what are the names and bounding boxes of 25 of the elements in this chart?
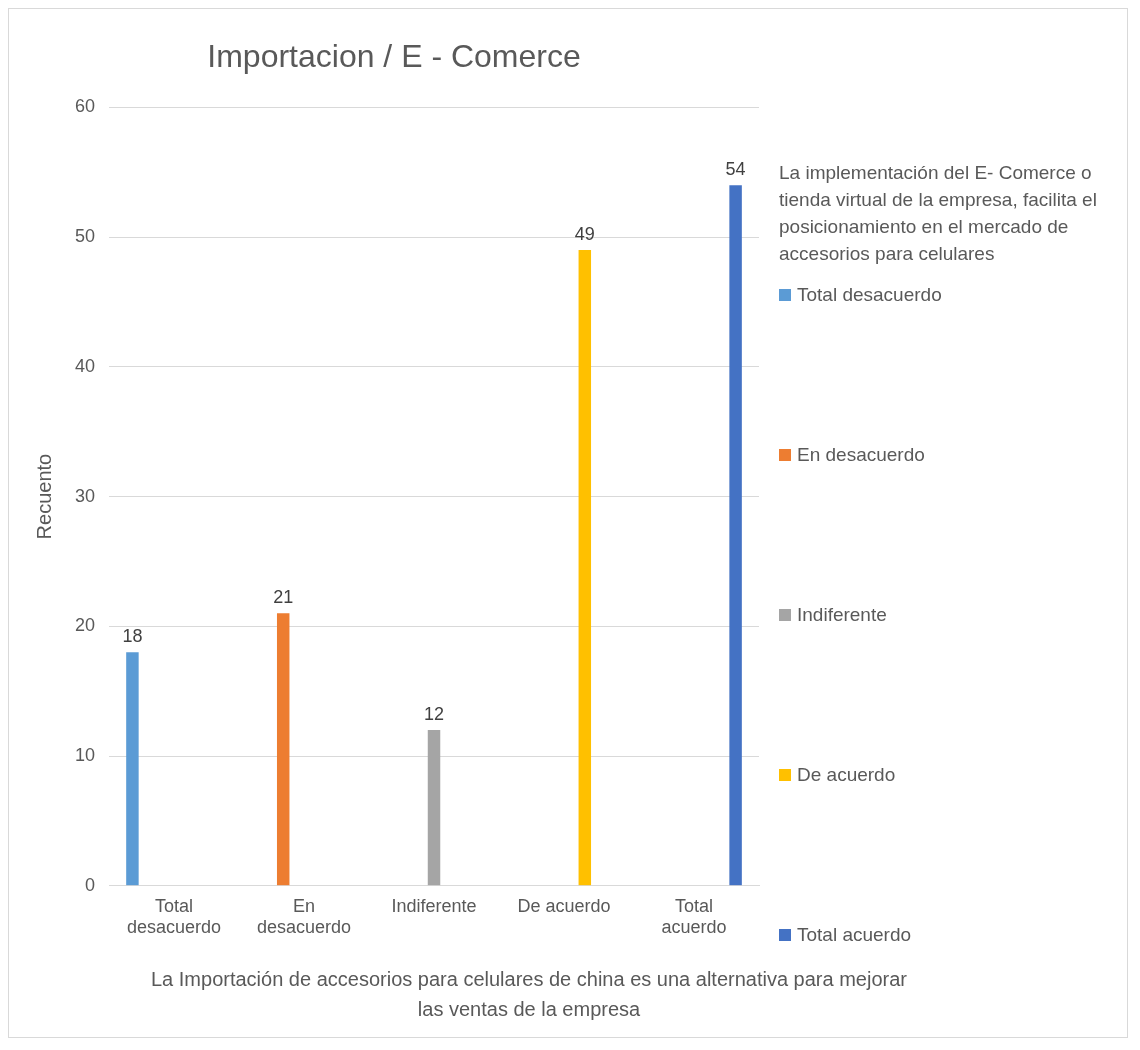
chart-title: Importacion / E - Comerce [207,38,581,75]
x-axis-title: La Importación de accesorios para celulares de china es una alternativa para mejorar las ventas de la empresa [150,967,908,1022]
y-tick-label: 0 [85,874,96,895]
legend-label: Indiferente [797,603,887,627]
legend-label: En desacuerdo [797,443,925,467]
data-label: 21 [273,587,294,608]
legend-title: La implementación del E- Comerce o tienda virtual de la empresa, facilita el posicionamiento en el mercado de accesorios para celulares [779,161,1098,266]
x-tick-label: En desacuerdo [256,895,352,938]
legend-label: Total desacuerdo [797,283,942,307]
x-tick-label: Total desacuerdo [126,895,222,938]
data-label: 54 [725,159,746,180]
y-tick-label: 20 [74,615,96,636]
y-tick-label: 10 [74,745,96,766]
y-tick-label: 40 [74,355,96,376]
x-tick-label: De acuerdo [517,895,611,916]
y-axis-title: Recuento [32,453,55,540]
x-tick-label: Total acuerdo [661,895,727,938]
y-tick-label: 60 [74,96,96,117]
data-label: 49 [574,224,595,245]
legend-label: De acuerdo [797,763,896,787]
x-tick-label: Indiferente [391,895,477,916]
y-tick-label: 30 [74,485,96,506]
data-label: 18 [122,626,143,647]
data-label: 12 [424,704,445,725]
y-tick-label: 50 [74,226,96,247]
